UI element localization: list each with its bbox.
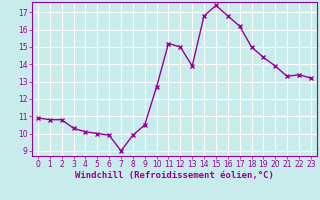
X-axis label: Windchill (Refroidissement éolien,°C): Windchill (Refroidissement éolien,°C) <box>75 171 274 180</box>
